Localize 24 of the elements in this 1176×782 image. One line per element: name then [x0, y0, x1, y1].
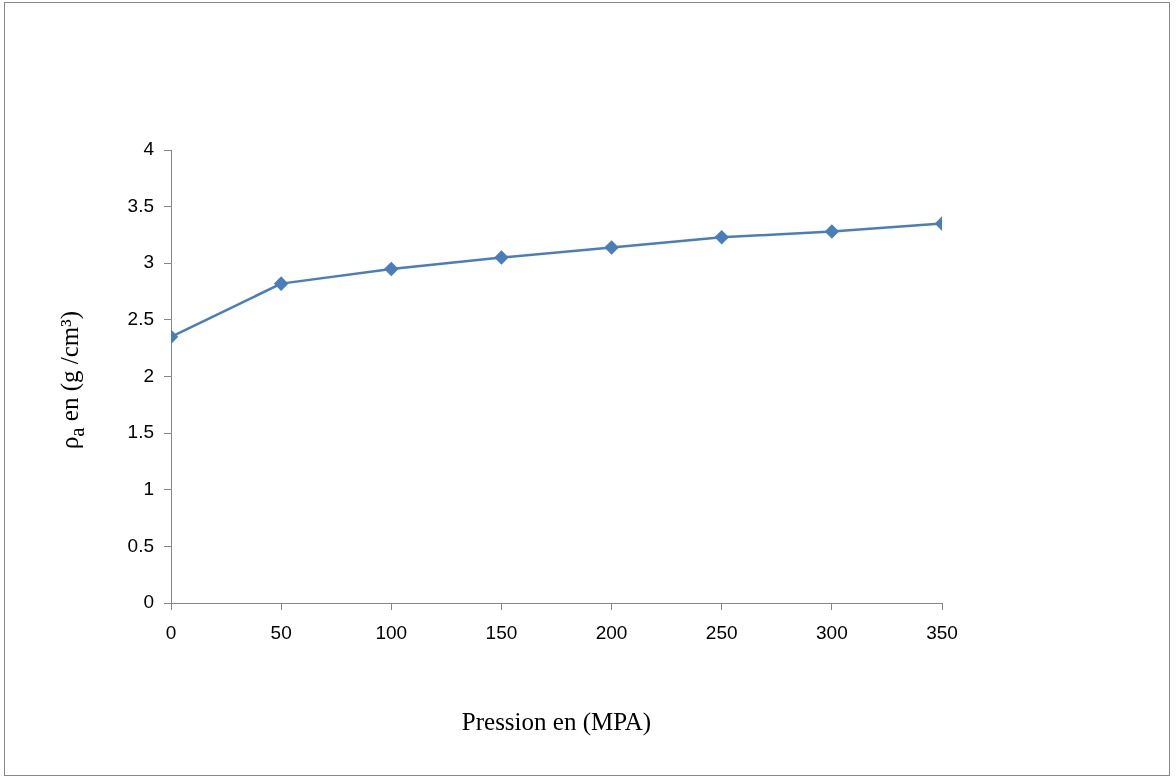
y-tick-label: 3.5: [127, 194, 154, 216]
x-tick-label: 100: [375, 621, 408, 643]
x-tick-label: 150: [485, 621, 518, 643]
point: [274, 276, 288, 291]
y-tick-label: 0: [143, 591, 154, 613]
y-tick-label: 1.5: [127, 421, 154, 443]
x-tick-label: 50: [270, 621, 292, 643]
point: [604, 240, 619, 255]
x-axis-title: Pression en (MPA): [461, 707, 652, 736]
point: [384, 262, 399, 276]
y-tick-label: 2: [143, 364, 154, 386]
y-tick-label: 3: [143, 251, 154, 273]
y-tick-label: 0.5: [127, 534, 154, 556]
y-tick-label: 2.5: [127, 308, 154, 330]
y-tick-label: 4: [143, 138, 155, 160]
x-tick-label: 350: [926, 621, 958, 643]
point: [825, 224, 839, 239]
x-tick-label: 200: [595, 621, 628, 643]
x-tick-label: 300: [816, 621, 848, 643]
point: [714, 230, 729, 244]
point: [494, 250, 509, 265]
y-tick-label: 1: [143, 477, 154, 499]
x-tick-label: 0: [165, 621, 177, 643]
x-tick-label: 250: [705, 621, 738, 643]
